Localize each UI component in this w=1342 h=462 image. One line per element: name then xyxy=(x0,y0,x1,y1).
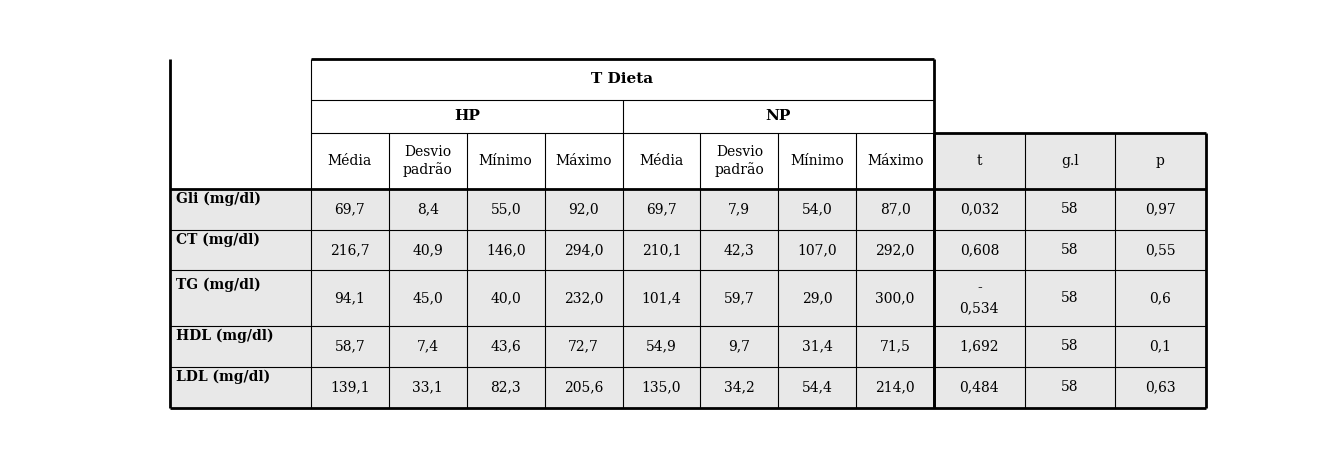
Text: 0,484: 0,484 xyxy=(960,380,1000,394)
Text: 0,63: 0,63 xyxy=(1145,380,1176,394)
Text: 59,7: 59,7 xyxy=(723,291,754,305)
Text: Máximo: Máximo xyxy=(867,154,923,168)
Text: 101,4: 101,4 xyxy=(641,291,682,305)
Text: TG (mg/dl): TG (mg/dl) xyxy=(176,277,260,292)
Text: 69,7: 69,7 xyxy=(646,202,676,216)
Text: LDL (mg/dl): LDL (mg/dl) xyxy=(176,370,270,384)
Text: 87,0: 87,0 xyxy=(880,202,910,216)
Text: g.l: g.l xyxy=(1062,154,1079,168)
Text: 232,0: 232,0 xyxy=(564,291,604,305)
Text: 72,7: 72,7 xyxy=(568,340,599,353)
Text: 58,7: 58,7 xyxy=(334,340,365,353)
Text: 55,0: 55,0 xyxy=(490,202,521,216)
Text: 107,0: 107,0 xyxy=(797,243,837,257)
Text: HDL (mg/dl): HDL (mg/dl) xyxy=(176,329,274,343)
Text: 0,55: 0,55 xyxy=(1145,243,1176,257)
Text: Desvio
padrão: Desvio padrão xyxy=(714,146,764,176)
Text: 0,534: 0,534 xyxy=(960,301,998,315)
Text: 216,7: 216,7 xyxy=(330,243,370,257)
Text: 7,4: 7,4 xyxy=(417,340,439,353)
Text: 31,4: 31,4 xyxy=(801,340,832,353)
Text: 40,0: 40,0 xyxy=(490,291,521,305)
Text: 94,1: 94,1 xyxy=(334,291,365,305)
Text: 0,608: 0,608 xyxy=(960,243,998,257)
Text: Mínimo: Mínimo xyxy=(790,154,844,168)
Text: NP: NP xyxy=(766,109,790,123)
Text: 0,97: 0,97 xyxy=(1145,202,1176,216)
Text: 1,692: 1,692 xyxy=(960,340,998,353)
Text: 71,5: 71,5 xyxy=(880,340,911,353)
Text: 0,032: 0,032 xyxy=(960,202,998,216)
Text: 82,3: 82,3 xyxy=(490,380,521,394)
Text: 92,0: 92,0 xyxy=(568,202,599,216)
Text: 42,3: 42,3 xyxy=(723,243,754,257)
Text: 29,0: 29,0 xyxy=(803,291,832,305)
Text: 58: 58 xyxy=(1062,243,1079,257)
Text: 33,1: 33,1 xyxy=(412,380,443,394)
Text: t: t xyxy=(977,154,982,168)
Text: 58: 58 xyxy=(1062,202,1079,216)
Text: 146,0: 146,0 xyxy=(486,243,526,257)
Text: Desvio
padrão: Desvio padrão xyxy=(403,146,452,176)
Text: 58: 58 xyxy=(1062,340,1079,353)
Text: 9,7: 9,7 xyxy=(729,340,750,353)
Text: 214,0: 214,0 xyxy=(875,380,915,394)
Text: 40,9: 40,9 xyxy=(412,243,443,257)
Text: 0,6: 0,6 xyxy=(1150,291,1172,305)
Text: p: p xyxy=(1155,154,1165,168)
Text: Média: Média xyxy=(639,154,683,168)
Text: 292,0: 292,0 xyxy=(875,243,915,257)
Text: Gli (mg/dl): Gli (mg/dl) xyxy=(176,192,262,206)
Text: 43,6: 43,6 xyxy=(490,340,521,353)
Text: 7,9: 7,9 xyxy=(729,202,750,216)
Text: 210,1: 210,1 xyxy=(641,243,682,257)
Text: 69,7: 69,7 xyxy=(334,202,365,216)
Text: 139,1: 139,1 xyxy=(330,380,370,394)
Text: T Dieta: T Dieta xyxy=(592,73,654,86)
Text: Máximo: Máximo xyxy=(556,154,612,168)
Text: 34,2: 34,2 xyxy=(723,380,754,394)
Text: 58: 58 xyxy=(1062,291,1079,305)
Text: 54,9: 54,9 xyxy=(646,340,676,353)
Text: 205,6: 205,6 xyxy=(564,380,604,394)
Text: 45,0: 45,0 xyxy=(412,291,443,305)
Text: 135,0: 135,0 xyxy=(641,380,682,394)
Text: 300,0: 300,0 xyxy=(875,291,915,305)
Text: 58: 58 xyxy=(1062,380,1079,394)
Text: -: - xyxy=(977,281,982,295)
Text: 8,4: 8,4 xyxy=(417,202,439,216)
Text: 54,4: 54,4 xyxy=(801,380,832,394)
Text: HP: HP xyxy=(454,109,479,123)
Text: Média: Média xyxy=(327,154,372,168)
Text: CT (mg/dl): CT (mg/dl) xyxy=(176,232,260,247)
Text: 0,1: 0,1 xyxy=(1150,340,1172,353)
Text: 294,0: 294,0 xyxy=(564,243,604,257)
Text: Mínimo: Mínimo xyxy=(479,154,533,168)
Text: 54,0: 54,0 xyxy=(803,202,832,216)
